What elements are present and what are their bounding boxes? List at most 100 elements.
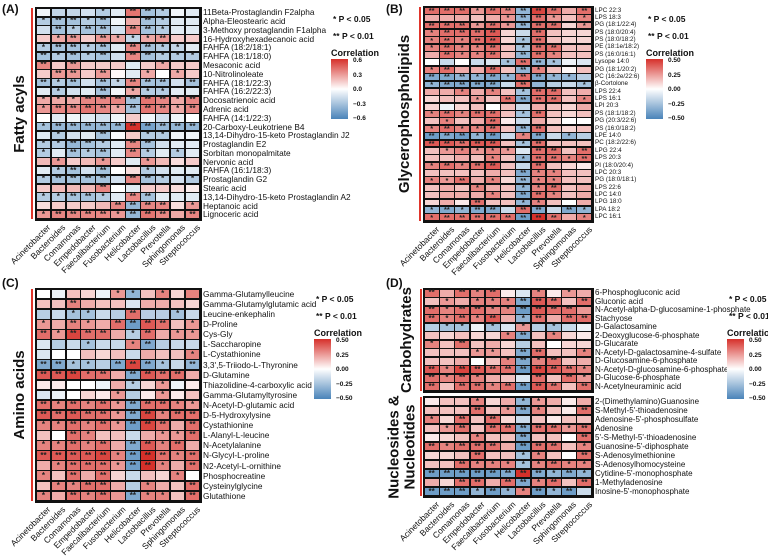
heatmap-cell: *: [36, 43, 51, 51]
heatmap-cell: [501, 44, 515, 51]
heatmap-cell: [185, 390, 200, 400]
heatmap-cell: *: [141, 131, 155, 139]
row-label: 6-Phosphogluconic acid: [595, 288, 680, 298]
heatmap-cell: [96, 431, 110, 440]
heatmap-cell: **: [141, 421, 155, 430]
heatmap-cell: [485, 374, 500, 382]
row-label: Adenosine-5'-phosphosulfate: [595, 414, 699, 424]
heatmap-cell: **: [66, 148, 80, 157]
heatmap-cell: [424, 88, 439, 95]
heatmap-cell: **: [424, 132, 439, 140]
heatmap-cell: **: [126, 175, 140, 183]
row-label: Alpha-Eleostearic acid: [203, 16, 286, 27]
heatmap-cell: [501, 323, 515, 331]
heatmap-cell: [81, 114, 95, 122]
heatmap-cell: [170, 491, 185, 501]
heatmap-cell: [170, 8, 185, 17]
heatmap-cell: **: [126, 360, 140, 369]
heatmap-cell: [424, 96, 439, 103]
heatmap-cell: [501, 374, 515, 382]
heatmap-cell: *: [531, 357, 546, 365]
heatmap-cell: **: [516, 348, 531, 357]
heatmap-cell: [156, 340, 170, 349]
heatmap-cell: [424, 192, 439, 199]
heatmap-cell: [170, 299, 185, 309]
heatmap-cell: [51, 299, 66, 309]
heatmap-cell: *: [516, 487, 531, 496]
heatmap-cell: *: [516, 199, 531, 206]
heatmap-cell: **: [485, 66, 500, 73]
heatmap-cell: [562, 323, 576, 331]
heatmap-cell: [562, 15, 576, 21]
heatmap-cell: [424, 397, 439, 406]
heatmap-cell: *: [424, 36, 439, 44]
heatmap-cell: **: [562, 487, 576, 496]
heatmap-cell: *: [126, 87, 140, 95]
colorbar-title: Correlation: [646, 48, 695, 58]
heatmap-cell: *: [51, 401, 66, 410]
heatmap-cell: **: [531, 314, 546, 323]
row-label: S-Methyl-5'-thioadenosine: [595, 405, 688, 415]
heatmap-cell: [126, 350, 140, 359]
heatmap-cell: [36, 184, 51, 192]
heatmap-cell: *: [126, 290, 140, 299]
heatmap-cell: **: [501, 424, 515, 433]
heatmap-cell: *: [531, 169, 546, 176]
heatmap-cell: **: [170, 122, 185, 130]
heatmap-cell: [440, 349, 454, 357]
row-label: N-Acetylalanine: [203, 440, 262, 451]
heatmap-cell: *: [51, 461, 66, 470]
heatmap-cell: *: [516, 460, 531, 469]
heatmap-cell: [501, 340, 515, 348]
colorbar-tick: 0.25: [668, 71, 681, 79]
heatmap-cell: **: [562, 306, 576, 314]
heatmap-cell: **: [36, 330, 51, 339]
heatmap-cell: **: [126, 52, 140, 60]
heatmap-cell: [66, 202, 80, 210]
heatmap-cell: **: [501, 95, 515, 103]
heatmap-cell: **: [126, 8, 140, 16]
heatmap-cell: *: [185, 175, 200, 183]
group-title-line: Fatty acyls: [11, 74, 29, 153]
heatmap-cell: **: [126, 411, 140, 420]
heatmap-cell: *: [546, 169, 561, 176]
heatmap-cell: *: [156, 60, 170, 69]
row-label: Mesaconic acid: [203, 59, 261, 70]
heatmap-cell: **: [531, 382, 546, 391]
heatmap-cell: [455, 96, 470, 103]
heatmap-cell: **: [96, 175, 110, 183]
group-bracket-line: [31, 289, 33, 501]
heatmap-cell: [470, 66, 485, 73]
heatmap-cell: **: [126, 310, 140, 319]
row-label: 3-Methoxy prostaglandin F1alpha: [203, 24, 327, 35]
heatmap-cell: [156, 149, 170, 157]
heatmap-cell: [126, 70, 140, 78]
heatmap-cell: *: [485, 177, 500, 184]
colorbar-tick: −0.3: [353, 100, 366, 108]
row-label: Phosphocreatine: [203, 470, 266, 481]
heatmap-cell: **: [516, 297, 531, 306]
heatmap-cell: **: [577, 451, 592, 460]
heatmap-cell: [562, 111, 576, 117]
heatmap-cell: *: [546, 14, 561, 21]
heatmap-cell: [126, 17, 140, 25]
heatmap-cell: [66, 289, 80, 299]
heatmap-cell: *: [36, 140, 51, 148]
heatmap-cell: *: [546, 487, 561, 496]
heatmap-cell: **: [440, 132, 454, 140]
heatmap-cell: **: [577, 424, 592, 433]
row-label: LPC 22:3: [595, 6, 622, 14]
significance-legend-1: * P < 0.05: [333, 14, 371, 24]
heatmap-cell: *: [485, 306, 500, 314]
heatmap-cell: [156, 193, 170, 201]
heatmap-cell: *: [516, 110, 531, 117]
heatmap-cell: [51, 202, 66, 210]
heatmap-cell: **: [81, 96, 95, 104]
row-label: Cystathionine: [203, 420, 254, 431]
heatmap-cell: *: [455, 51, 470, 58]
heatmap-cell: *: [424, 125, 439, 132]
heatmap-cell: **: [485, 81, 500, 88]
heatmap-cell: **: [96, 166, 110, 174]
heatmap-cell: **: [66, 431, 80, 440]
heatmap-cell: **: [51, 451, 66, 460]
